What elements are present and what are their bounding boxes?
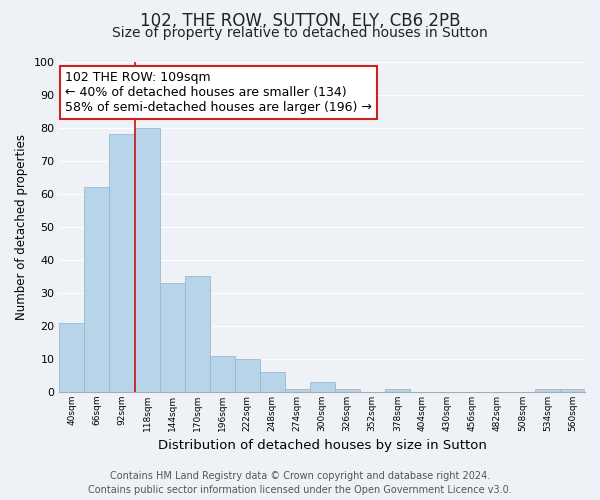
Y-axis label: Number of detached properties: Number of detached properties (15, 134, 28, 320)
Bar (185, 276, 209, 392)
Bar (209, 356, 235, 392)
Bar (134, 128, 160, 392)
Bar (560, 388, 585, 392)
Bar (59, 322, 85, 392)
Bar (284, 388, 310, 392)
Bar (160, 283, 185, 392)
Bar (109, 134, 134, 392)
Bar (235, 359, 260, 392)
Bar (85, 187, 109, 392)
Bar (260, 372, 284, 392)
X-axis label: Distribution of detached houses by size in Sutton: Distribution of detached houses by size … (158, 440, 487, 452)
Text: 102 THE ROW: 109sqm
← 40% of detached houses are smaller (134)
58% of semi-detac: 102 THE ROW: 109sqm ← 40% of detached ho… (65, 72, 371, 114)
Bar (310, 382, 335, 392)
Bar (535, 388, 560, 392)
Text: Size of property relative to detached houses in Sutton: Size of property relative to detached ho… (112, 26, 488, 40)
Bar (335, 388, 360, 392)
Text: Contains HM Land Registry data © Crown copyright and database right 2024.
Contai: Contains HM Land Registry data © Crown c… (88, 471, 512, 495)
Text: 102, THE ROW, SUTTON, ELY, CB6 2PB: 102, THE ROW, SUTTON, ELY, CB6 2PB (140, 12, 460, 30)
Bar (385, 388, 410, 392)
